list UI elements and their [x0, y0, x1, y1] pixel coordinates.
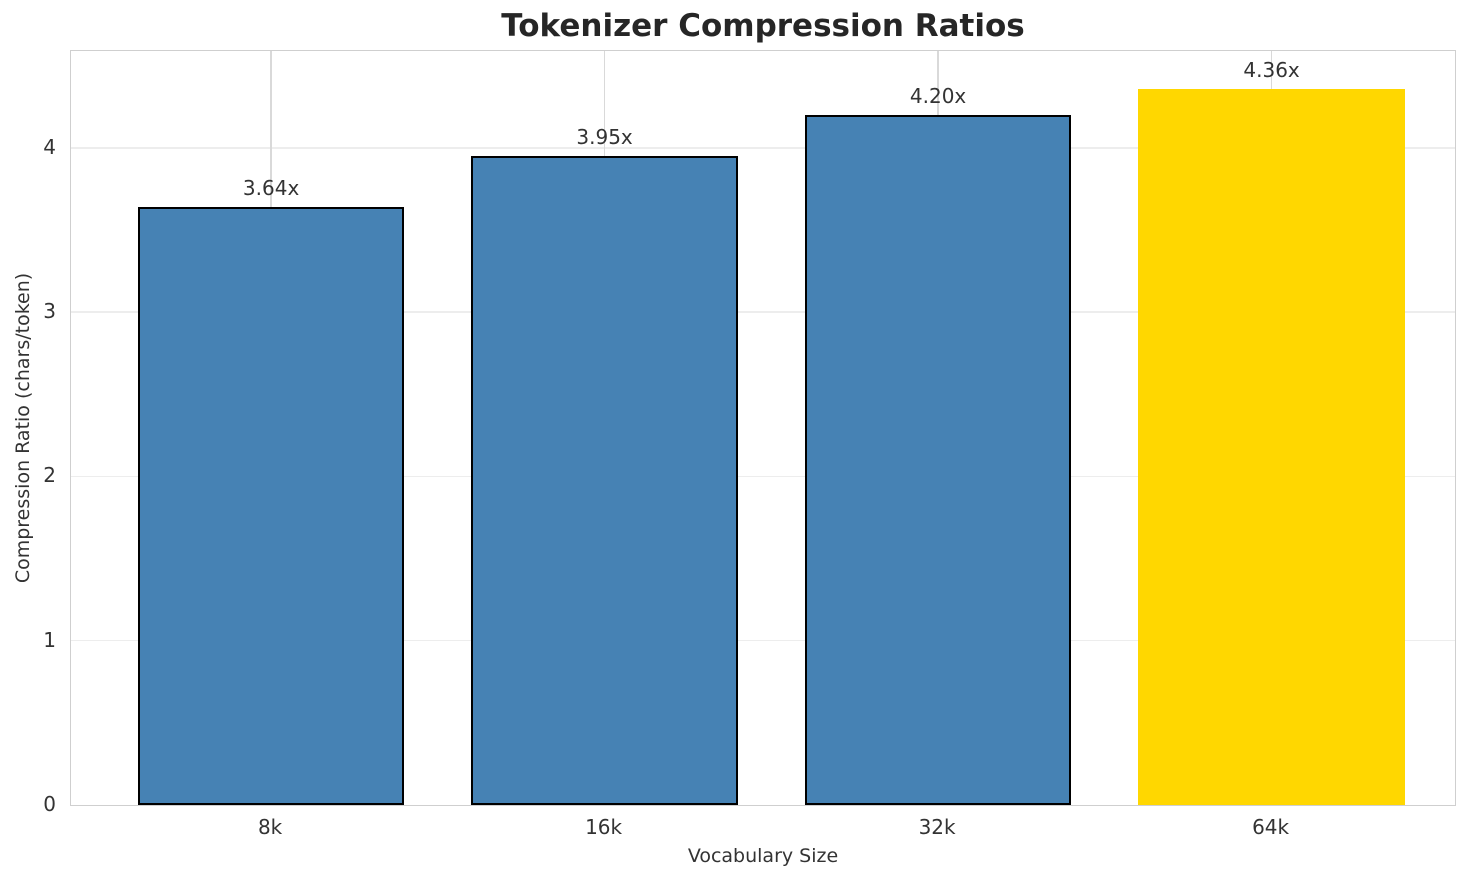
y-tick-label: 4: [43, 134, 56, 159]
bar-value-label: 4.20x: [909, 84, 967, 109]
x-tick-label: 16k: [585, 815, 623, 839]
chart-title: Tokenizer Compression Ratios: [501, 8, 1025, 44]
y-tick-label: 1: [43, 627, 56, 652]
x-tick-label: 32k: [918, 815, 956, 839]
gridline-h: [71, 639, 1455, 642]
bar-64k: [1138, 88, 1405, 805]
y-tick-label: 0: [43, 792, 56, 816]
x-tick-label: 8k: [257, 815, 283, 839]
gridline-h: [71, 475, 1455, 478]
plot-area: 3.64x 3.95x 4.20x 4.36x: [70, 50, 1456, 806]
bar-32k: [804, 115, 1072, 805]
bar-value-label: 4.36x: [1243, 57, 1300, 82]
x-tick-label: 64k: [1252, 815, 1290, 839]
bar-16k: [471, 156, 738, 805]
bar-value-label: 3.64x: [242, 176, 300, 201]
gridline-h: [71, 147, 1455, 149]
gridline-h: [71, 311, 1455, 313]
bar-8k: [137, 207, 405, 805]
bar-value-label: 3.95x: [576, 125, 633, 150]
y-tick-label: 2: [43, 463, 56, 488]
y-tick-label: 3: [43, 299, 56, 324]
x-axis-label: Vocabulary Size: [687, 845, 839, 867]
